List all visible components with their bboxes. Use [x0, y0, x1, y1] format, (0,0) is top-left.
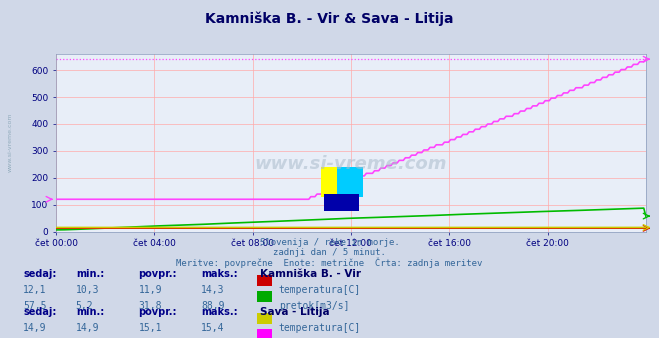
Bar	[322, 167, 342, 197]
Text: Kamniška B. - Vir: Kamniška B. - Vir	[260, 269, 361, 279]
Text: 14,9: 14,9	[76, 323, 100, 333]
Text: povpr.:: povpr.:	[138, 307, 177, 317]
Text: Meritve: povprečne  Enote: metrične  Črta: zadnja meritev: Meritve: povprečne Enote: metrične Črta:…	[177, 258, 482, 268]
Text: 15,4: 15,4	[201, 323, 225, 333]
Text: Slovenija / reke in morje.: Slovenija / reke in morje.	[260, 238, 399, 247]
Bar	[337, 167, 363, 197]
Text: min.:: min.:	[76, 307, 104, 317]
Text: zadnji dan / 5 minut.: zadnji dan / 5 minut.	[273, 248, 386, 258]
Text: maks.:: maks.:	[201, 307, 238, 317]
Text: 5,2: 5,2	[76, 301, 94, 311]
Text: Sava - Litija: Sava - Litija	[260, 307, 330, 317]
Bar	[324, 194, 359, 211]
Text: maks.:: maks.:	[201, 269, 238, 279]
Text: 88,9: 88,9	[201, 301, 225, 311]
Text: 31,8: 31,8	[138, 301, 162, 311]
Text: temperatura[C]: temperatura[C]	[279, 323, 361, 333]
Text: temperatura[C]: temperatura[C]	[279, 285, 361, 295]
Text: sedaj:: sedaj:	[23, 269, 57, 279]
Text: 10,3: 10,3	[76, 285, 100, 295]
Text: povpr.:: povpr.:	[138, 269, 177, 279]
Text: 12,1: 12,1	[23, 285, 47, 295]
Text: Kamniška B. - Vir & Sava - Litija: Kamniška B. - Vir & Sava - Litija	[205, 12, 454, 26]
Text: 14,9: 14,9	[23, 323, 47, 333]
Text: 57,5: 57,5	[23, 301, 47, 311]
Text: 11,9: 11,9	[138, 285, 162, 295]
Text: 14,3: 14,3	[201, 285, 225, 295]
Text: 15,1: 15,1	[138, 323, 162, 333]
Text: www.si-vreme.com: www.si-vreme.com	[254, 155, 447, 173]
Text: sedaj:: sedaj:	[23, 307, 57, 317]
Text: pretok[m3/s]: pretok[m3/s]	[279, 301, 349, 311]
Text: min.:: min.:	[76, 269, 104, 279]
Text: www.si-vreme.com: www.si-vreme.com	[8, 112, 13, 172]
